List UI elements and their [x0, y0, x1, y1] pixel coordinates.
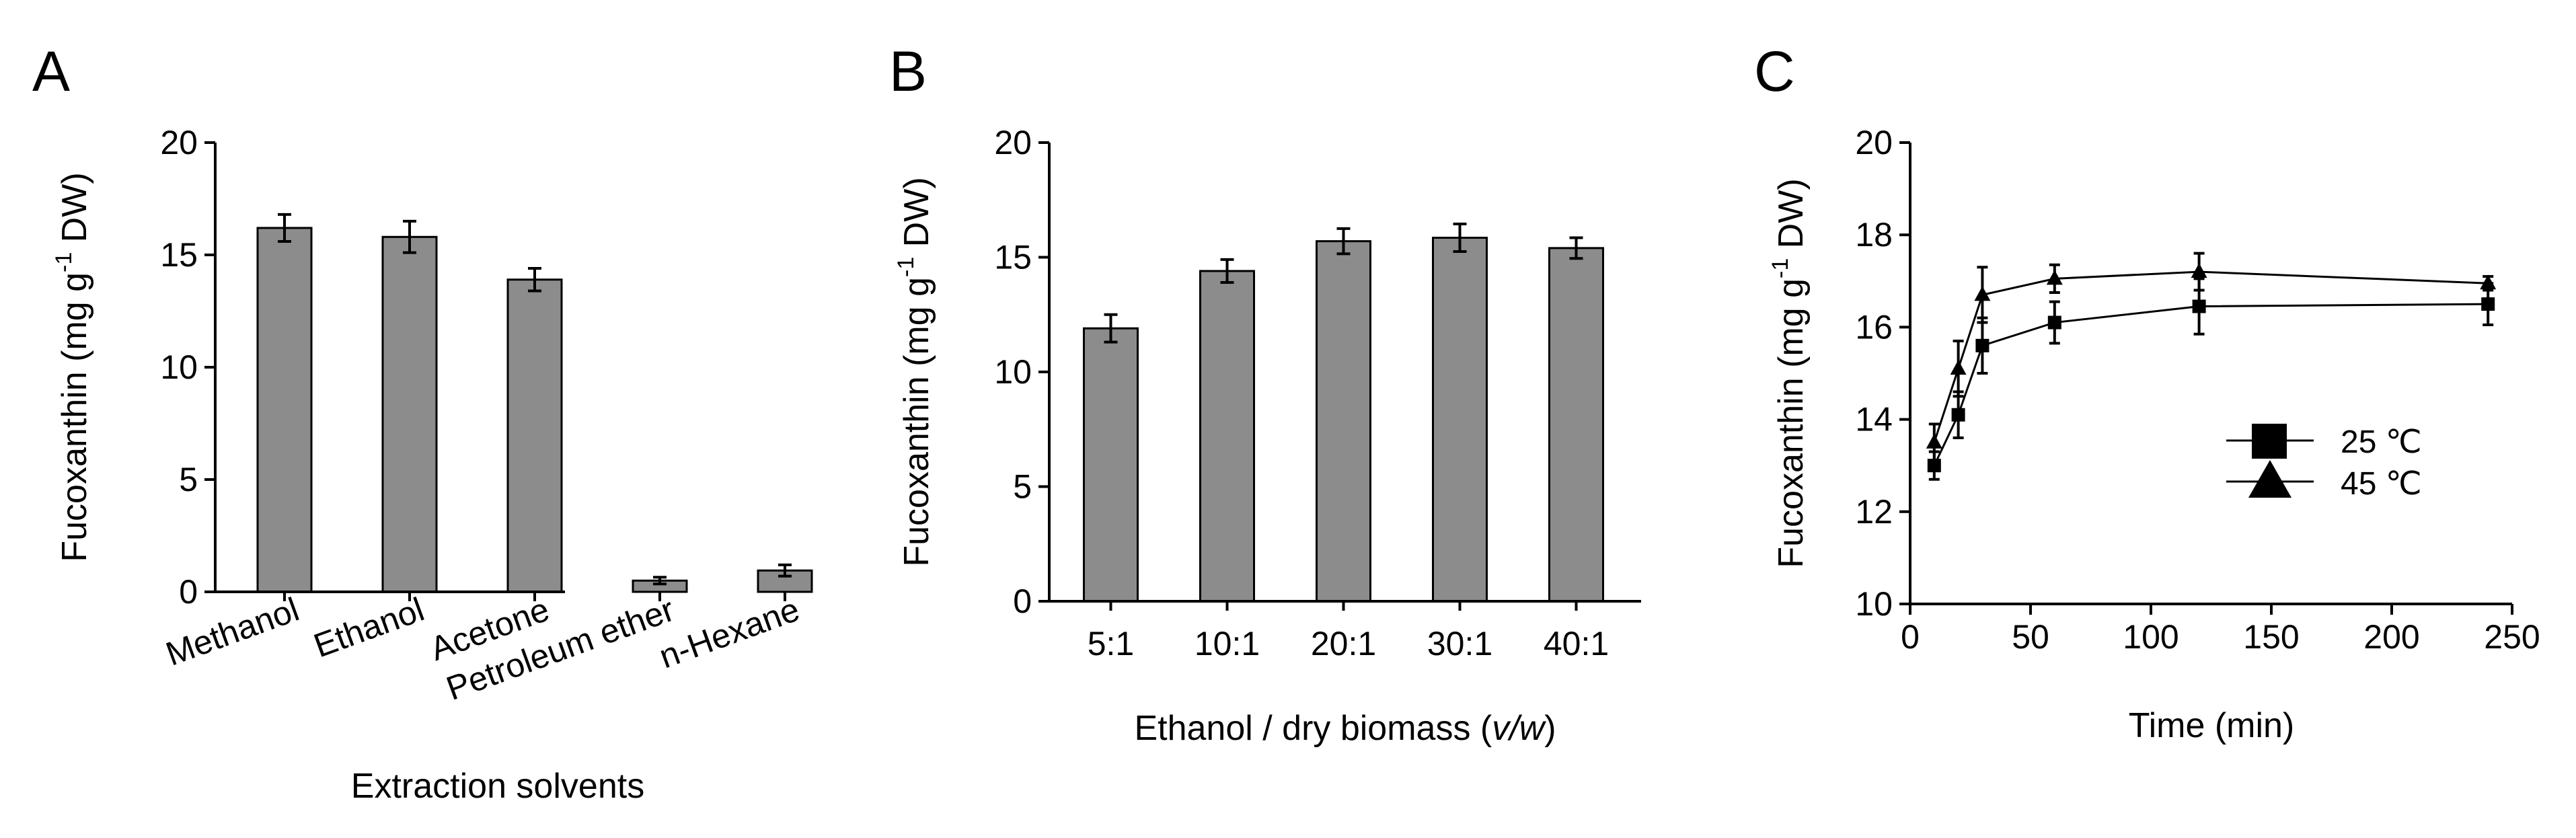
square-marker-icon	[2252, 424, 2287, 459]
error-bar-acetone	[528, 267, 541, 293]
data-point	[1975, 338, 1990, 352]
legend-item-45c: 45 ℃	[2226, 460, 2422, 502]
x-tick-label: 200	[2363, 618, 2419, 656]
data-point	[1951, 408, 1965, 422]
panel-b-y-axis-title: Fucoxanthin (mg g-1 DW)	[893, 177, 936, 566]
bar-40-1	[1548, 247, 1604, 603]
y-tick-label: 0	[179, 573, 198, 611]
panel-b-bars	[1083, 223, 1604, 603]
error-bar-n-hexane	[778, 563, 792, 578]
y-tick-label: 10	[1855, 585, 1893, 623]
series-line	[1933, 270, 2489, 443]
error-bar-10-1	[1220, 258, 1234, 284]
x-tick-label: 40:1	[1544, 625, 1609, 662]
y-tick-label: 5	[1013, 468, 1032, 506]
y-tick-label: 12	[1855, 493, 1893, 531]
panel-c-x-axis-title: Time (min)	[2129, 706, 2295, 745]
bar-5-1	[1083, 327, 1139, 603]
legend-label-25c: 25 ℃	[2341, 424, 2422, 460]
x-tick-label: 150	[2243, 618, 2299, 656]
bar-10-1	[1199, 270, 1255, 603]
data-point	[2192, 299, 2206, 313]
data-point	[2480, 274, 2497, 290]
bar-acetone	[506, 278, 563, 593]
x-tick-label: 10:1	[1195, 625, 1260, 662]
series-45	[1926, 252, 2497, 463]
series-line	[1933, 303, 2489, 466]
data-point	[2191, 263, 2207, 278]
bar-ethanol	[381, 235, 438, 593]
bar-methanol	[256, 227, 313, 593]
panel-b-x-ticks: 5:1 10:1 20:1 30:1 40:1	[1088, 601, 1609, 662]
panel-c-y-axis-title: Fucoxanthin (mg g-1 DW)	[1768, 178, 1811, 568]
panel-label-b: B	[889, 40, 927, 103]
data-point	[2047, 315, 2061, 330]
panel-c: C 10 12 14 16 18 20 0 50 100 150 200 250 Fucoxanth…	[1754, 40, 2540, 745]
y-tick-label: 18	[1855, 216, 1893, 254]
data-point	[1926, 433, 1942, 449]
panel-b-x-axis-title: Ethanol / dry biomass (v/w)	[1134, 709, 1556, 748]
x-tick-label: 100	[2123, 618, 2179, 656]
y-tick-label: 10	[160, 348, 198, 386]
panel-label-a: A	[32, 40, 70, 103]
error-bar-methanol	[278, 213, 291, 243]
bar-30-1	[1432, 237, 1488, 603]
y-tick-label: 5	[179, 461, 198, 498]
y-tick-label: 10	[994, 353, 1032, 391]
x-tick-label: 30:1	[1427, 625, 1492, 662]
error-bar-20-1	[1336, 227, 1351, 256]
panel-b-y-ticks: 0 5 10 15 20	[994, 124, 1049, 620]
triangle-marker-icon	[2248, 460, 2291, 498]
x-tick-label: 250	[2484, 618, 2540, 656]
x-tick-label: Ethanol	[309, 591, 429, 665]
panel-c-series	[1926, 252, 2497, 481]
error-bar-30-1	[1453, 223, 1467, 253]
panel-c-legend: 25 ℃ 45 ℃	[2226, 424, 2422, 502]
panel-b: B 0 5 10 15 20 5:1 10:1 20:1 30:1 40:1 Fucoxanth…	[889, 40, 1641, 748]
data-point	[1950, 360, 1967, 375]
legend-item-25c: 25 ℃	[2226, 424, 2422, 460]
error-bar-petroleum-ether	[653, 576, 667, 586]
y-tick-label: 20	[1855, 124, 1893, 161]
error-bar-40-1	[1569, 236, 1583, 260]
legend-label-45c: 45 ℃	[2341, 466, 2422, 502]
x-tick-label: 50	[2012, 618, 2049, 656]
x-tick-label: 0	[1901, 618, 1920, 656]
x-tick-label: 5:1	[1088, 625, 1135, 662]
data-point	[2046, 270, 2063, 285]
y-tick-label: 15	[160, 236, 198, 274]
panel-a-y-axis-title: Fucoxanthin (mg g-1 DW)	[51, 172, 94, 562]
data-point	[2481, 297, 2495, 311]
y-tick-label: 20	[994, 124, 1032, 161]
panel-c-y-ticks: 10 12 14 16 18 20	[1855, 124, 1910, 623]
data-point	[1974, 286, 1991, 301]
error-bar-ethanol	[403, 219, 416, 254]
panel-c-x-ticks: 0 50 100 150 200 250	[1901, 604, 2540, 656]
y-tick-label: 14	[1855, 401, 1893, 439]
panel-a-x-axis-title: Extraction solvents	[351, 767, 644, 806]
panel-a-bars	[256, 213, 813, 593]
error-bar-5-1	[1104, 313, 1118, 344]
y-tick-label: 16	[1855, 308, 1893, 346]
x-tick-label: n-Hexane	[654, 591, 804, 676]
panel-a-y-ticks: 0 5 10 15 20	[160, 124, 215, 611]
panel-label-c: C	[1754, 40, 1795, 103]
y-tick-label: 0	[1013, 582, 1032, 620]
x-tick-label: 20:1	[1311, 625, 1376, 662]
y-tick-label: 15	[994, 239, 1032, 276]
bar-20-1	[1316, 240, 1371, 603]
y-tick-label: 20	[160, 124, 198, 161]
panel-a: A 0 5 10 15 20 Methanol EthanolAcetonePetrole…	[32, 40, 813, 806]
